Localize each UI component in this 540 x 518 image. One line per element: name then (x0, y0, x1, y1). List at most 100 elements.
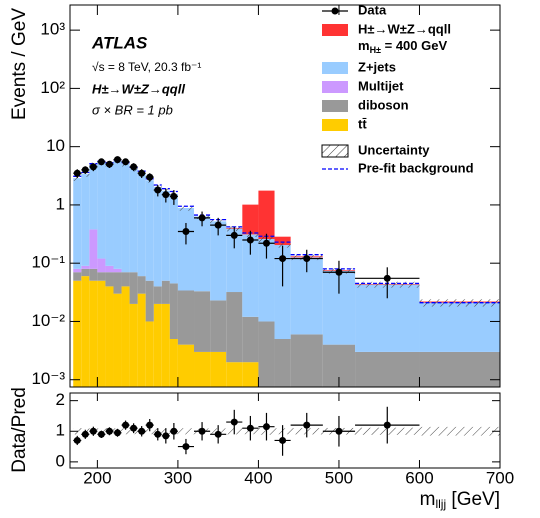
stack-bar (210, 221, 227, 301)
stack-bar (274, 245, 291, 339)
legend-label: diboson (358, 97, 409, 112)
ratio-point (89, 427, 97, 435)
stack-bar (137, 172, 146, 277)
stack-bar (121, 286, 130, 387)
stack-bar (161, 303, 170, 387)
stack-bar (89, 164, 98, 230)
stack-bar (194, 351, 211, 387)
data-point (97, 158, 105, 166)
stack-bar (145, 180, 154, 281)
stack-bar (145, 280, 154, 322)
stack-bar (258, 321, 275, 387)
stack-bar (161, 280, 170, 304)
y-tick-label: 10⁻¹ (31, 253, 65, 272)
ratio-point (122, 421, 130, 429)
legend-swatch (322, 24, 348, 36)
x-tick-label: 600 (405, 468, 433, 487)
ratio-point (130, 424, 138, 432)
stack-bar (113, 160, 122, 269)
uncertainty-band (73, 175, 82, 181)
legend-mass-label: mH± = 400 GeV (358, 38, 447, 55)
data-point (198, 214, 206, 222)
stack-bar (113, 293, 122, 387)
ratio-point (303, 421, 311, 429)
stack-bar (242, 234, 259, 317)
stack-bar (242, 362, 259, 387)
data-point (73, 169, 81, 177)
stack-bar (274, 338, 291, 387)
x-tick-label: 500 (325, 468, 353, 487)
uncertainty-band (419, 299, 500, 307)
stack-bar (194, 216, 211, 292)
stack-bar (210, 351, 227, 387)
stack-bar (89, 268, 98, 281)
legend-label: Z+jets (358, 59, 396, 74)
legend-label: tt̄ (358, 116, 367, 131)
atlas-label: ATLAS (91, 33, 148, 52)
mass-main: m (358, 38, 370, 53)
stack-bar (73, 178, 82, 269)
x-label-sub: lljj (435, 497, 446, 511)
stack-bar (226, 362, 243, 387)
stack-bar (153, 186, 162, 287)
legend-hatch (321, 144, 349, 158)
ratio-y-tick-label: 0 (56, 451, 65, 470)
data-point (138, 169, 146, 177)
ratio-point (138, 427, 146, 435)
legend: Data H±→W±Z→qqll mH± = 400 GeV Z+jets Multij… (321, 2, 474, 175)
ratio-point (81, 430, 89, 438)
uncertainty-band (177, 205, 195, 211)
ratio-y-tick-label: 2 (56, 390, 65, 409)
stack-bar (97, 272, 106, 281)
stack-bar (121, 272, 130, 287)
ratio-point (279, 436, 287, 444)
stack-bar (242, 204, 259, 235)
energy-label: √s = 8 TeV, 20.3 fb⁻¹ (92, 60, 201, 74)
stack-bar (73, 280, 82, 387)
legend-swatch (322, 62, 348, 74)
y-tick-label: 10 (46, 136, 65, 155)
stack-bar (81, 276, 90, 387)
data-point (146, 173, 154, 181)
stack-bar (113, 272, 122, 294)
stack-bar (97, 162, 106, 259)
stack-bar (105, 163, 114, 266)
stack-bar (194, 291, 211, 352)
ratio-point (170, 427, 178, 435)
legend-data-marker (331, 7, 339, 15)
data-point (262, 239, 270, 247)
legend-label: Data (358, 2, 387, 17)
data-point (246, 236, 254, 244)
data-point (279, 255, 287, 263)
stack-bar (226, 228, 243, 293)
ratio-point (214, 430, 222, 438)
uncertainty-band (81, 171, 90, 177)
ratio-point (182, 443, 190, 451)
data-point (230, 231, 238, 239)
ratio-uncertainty-band (419, 426, 500, 436)
legend-swatch (322, 81, 348, 93)
stack-bar (129, 303, 138, 387)
ratio-y-tick-label: 1 (56, 421, 65, 440)
stack-bar (113, 268, 122, 273)
y-tick-label: 10³ (40, 20, 65, 39)
ratio-uncertainty-band (121, 428, 130, 435)
stack-bar (105, 272, 114, 287)
data-point (383, 274, 391, 282)
x-axis-label: mlljj [GeV] (420, 489, 500, 511)
ratio-point (73, 436, 81, 444)
stack-bar (105, 286, 114, 387)
stack-bar (153, 286, 162, 304)
stack-bar (153, 303, 162, 387)
y-tick-label: 10⁻³ (31, 369, 65, 388)
stack-bar (169, 283, 178, 339)
legend-label: H±→W±Z→qqll (358, 21, 451, 36)
stack-bar (177, 208, 195, 291)
x-tick-label: 400 (244, 468, 272, 487)
stack-bar (105, 265, 114, 273)
mass-rest: = 400 GeV (381, 38, 447, 53)
stack-bar (145, 321, 154, 387)
ratio-uncertainty-band (177, 428, 195, 435)
ratio-point (198, 427, 206, 435)
